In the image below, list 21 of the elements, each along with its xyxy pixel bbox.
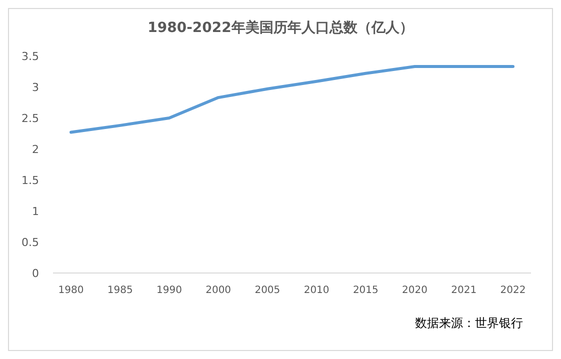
x-tick-label: 2022 — [500, 285, 526, 296]
x-tick-label: 2010 — [304, 285, 330, 296]
y-tick-label: 0.5 — [22, 236, 39, 249]
x-tick-label: 2000 — [206, 285, 232, 296]
y-tick-label: 1.5 — [22, 174, 39, 187]
x-tick-label: 2005 — [254, 285, 280, 296]
source-note: 数据来源：世界银行 — [415, 316, 523, 330]
line-series — [70, 65, 514, 134]
x-tick-label: 1980 — [58, 285, 84, 296]
y-tick-label: 0 — [32, 266, 39, 280]
y-tick-label: 1 — [32, 204, 39, 218]
y-tick-label: 3.5 — [22, 50, 39, 63]
y-tick-label: 2.5 — [22, 112, 39, 125]
y-tick-label: 3 — [32, 80, 39, 94]
chart-title: 1980-2022年美国历年人口总数（亿人） — [148, 19, 414, 36]
x-tick-label: 2021 — [451, 285, 477, 296]
x-tick-label: 2015 — [352, 285, 378, 296]
x-tick-label: 1985 — [107, 285, 133, 296]
x-tick-label: 2020 — [402, 285, 428, 296]
y-tick-label: 2 — [32, 142, 39, 156]
x-tick-label: 1990 — [156, 285, 182, 296]
